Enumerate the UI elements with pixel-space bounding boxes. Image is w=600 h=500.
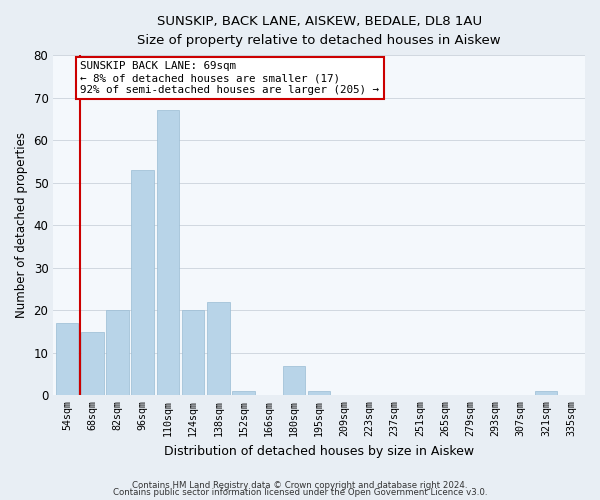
Y-axis label: Number of detached properties: Number of detached properties (15, 132, 28, 318)
Bar (232, 391, 255, 396)
Bar (182, 310, 205, 396)
Bar (131, 170, 154, 396)
Bar (283, 366, 305, 396)
Text: Contains HM Land Registry data © Crown copyright and database right 2024.: Contains HM Land Registry data © Crown c… (132, 480, 468, 490)
Bar (308, 391, 331, 396)
Bar (106, 310, 129, 396)
Text: SUNSKIP BACK LANE: 69sqm
← 8% of detached houses are smaller (17)
92% of semi-de: SUNSKIP BACK LANE: 69sqm ← 8% of detache… (80, 62, 379, 94)
X-axis label: Distribution of detached houses by size in Aiskew: Distribution of detached houses by size … (164, 444, 474, 458)
Bar (535, 391, 557, 396)
Bar (56, 323, 79, 396)
Bar (157, 110, 179, 396)
Text: Contains public sector information licensed under the Open Government Licence v3: Contains public sector information licen… (113, 488, 487, 497)
Title: SUNSKIP, BACK LANE, AISKEW, BEDALE, DL8 1AU
Size of property relative to detache: SUNSKIP, BACK LANE, AISKEW, BEDALE, DL8 … (137, 15, 501, 47)
Bar (207, 302, 230, 396)
Bar (81, 332, 104, 396)
